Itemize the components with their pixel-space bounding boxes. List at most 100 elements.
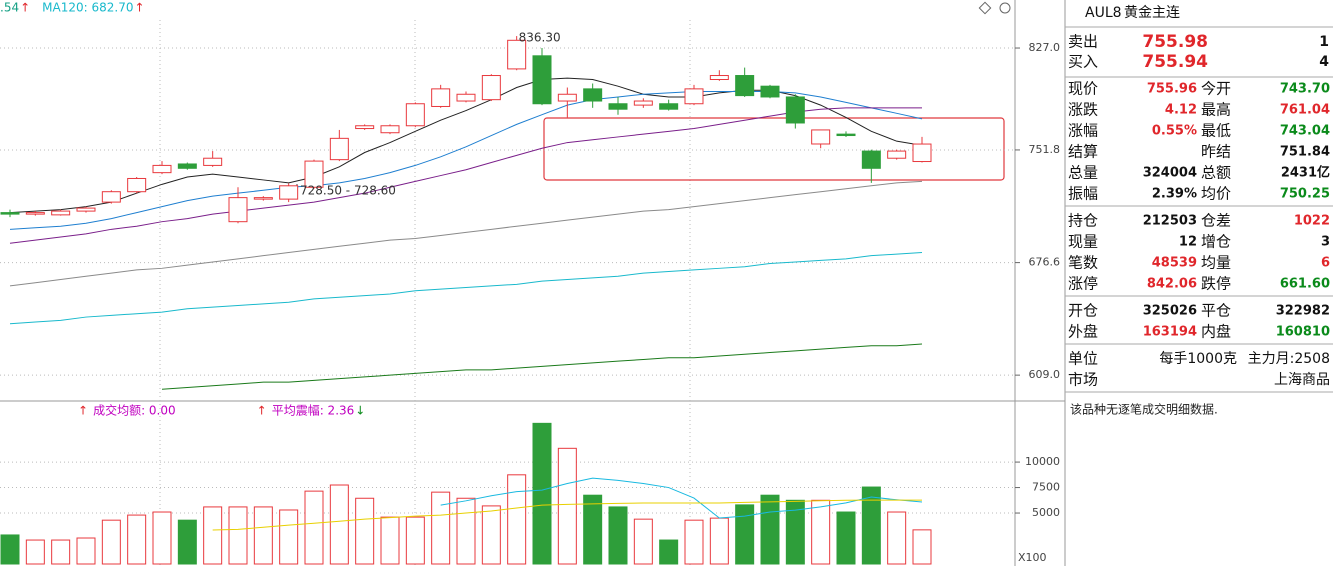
volume-bar [253, 506, 273, 565]
stat-value: 48539 [1152, 256, 1197, 271]
candle-body [329, 137, 349, 161]
stat-label: 昨结 [1201, 143, 1231, 161]
candle-body [557, 93, 577, 102]
stat-value: 2.39% [1152, 187, 1197, 202]
stat-label: 跌停 [1201, 275, 1231, 293]
stat-label: 振幅 [1068, 185, 1098, 203]
volume-bar [405, 516, 425, 565]
volume-bar [456, 497, 476, 565]
volume-bar [760, 494, 780, 565]
note: 该品种无逐笔成交明细数据. [1070, 402, 1218, 417]
volume-bar [25, 539, 45, 565]
volume-ma-line [212, 499, 922, 531]
stat-value: 751.84 [1280, 145, 1330, 160]
info-value: 每手1000克 [1159, 351, 1237, 367]
info-value: 上海商品 [1274, 372, 1330, 388]
diamond-icon[interactable] [978, 1, 992, 15]
volume-bar [659, 539, 679, 565]
y-tick-label: 676.6 [1029, 256, 1061, 269]
stat-value: 0.55% [1152, 124, 1197, 139]
stat-value: 322982 [1276, 304, 1330, 319]
candle-body [887, 150, 907, 159]
candle-body [583, 88, 603, 102]
legend-entry: 成交均额: 0.00 [93, 403, 176, 418]
order-label: 卖出 [1068, 33, 1098, 51]
stat-label: 增仓 [1201, 233, 1231, 251]
candle-body [912, 143, 932, 163]
y-tick-label: 751.8 [1029, 143, 1061, 156]
stat-value: 163194 [1143, 325, 1197, 340]
stat-value: 842.06 [1147, 277, 1197, 292]
candle-body [836, 133, 856, 137]
volume-bar [177, 519, 197, 565]
legend-arrow: ↑ [20, 1, 30, 15]
volume-bar [709, 517, 729, 565]
stat-label: 总额 [1201, 164, 1231, 182]
stat-label: 均价 [1201, 185, 1231, 203]
candle-body [51, 210, 71, 216]
legend-entry: 平均震幅: 2.36 [272, 403, 355, 418]
stat-label: 总量 [1068, 164, 1098, 182]
candle-body [203, 157, 223, 166]
stat-label: 涨停 [1068, 275, 1098, 293]
candle-body [101, 191, 121, 203]
volume-bar [304, 490, 324, 565]
candle-body [127, 177, 147, 193]
candle-body [0, 212, 20, 215]
candle-body [633, 100, 653, 106]
symbol: AUL8 [1085, 5, 1122, 21]
symbol-name: 黄金主连 [1124, 4, 1180, 21]
stat-label: 笔数 [1068, 254, 1098, 272]
volume-bar [101, 519, 121, 565]
stat-value: 4.12 [1165, 103, 1197, 118]
volume-bar [380, 516, 400, 565]
candle-body [532, 55, 552, 105]
stat-value: 324004 [1143, 166, 1197, 181]
stat-label: 现量 [1068, 233, 1098, 251]
volume-bar [228, 506, 248, 565]
volume-bar [0, 534, 20, 565]
volume-bar [152, 511, 172, 565]
stat-value: 212503 [1143, 214, 1197, 229]
candle-body [152, 164, 172, 174]
annotation: 836.30 [519, 31, 561, 45]
candle-body [684, 88, 704, 105]
legend-arrow: ↑ [134, 1, 144, 15]
volume-bar [76, 537, 96, 565]
legend-entry: .54 [0, 1, 19, 15]
volume-bar [481, 505, 501, 565]
stat-value: 6 [1321, 256, 1330, 271]
stat-label: 现价 [1068, 80, 1098, 98]
volume-bar [557, 447, 577, 565]
legend-arrow: ↓ [355, 404, 365, 418]
candle-body [481, 75, 501, 101]
order-label: 买入 [1068, 53, 1098, 71]
y-unit-label: X100 [1018, 551, 1047, 564]
volume-bar [355, 497, 375, 565]
ma-line [9, 252, 923, 325]
stat-label: 最低 [1201, 122, 1231, 140]
candle-body [811, 129, 831, 145]
circle-icon[interactable] [999, 2, 1011, 14]
ma-line [9, 107, 922, 244]
legend-arrow: ↑ [257, 404, 267, 418]
volume-bar [127, 514, 147, 565]
stat-label: 涨幅 [1068, 122, 1098, 140]
candle-body [456, 93, 476, 102]
order-price: 755.98 [1142, 32, 1208, 52]
stat-label: 最高 [1201, 101, 1231, 119]
y-tick-label: 5000 [1032, 506, 1060, 519]
stat-value: 743.04 [1280, 124, 1330, 139]
stat-value: 325026 [1143, 304, 1197, 319]
stat-value: 661.60 [1280, 277, 1330, 292]
stat-value: 743.70 [1280, 82, 1330, 97]
order-qty: 4 [1319, 54, 1329, 70]
legend-arrow: ↑ [78, 404, 88, 418]
stat-value: 2431亿 [1281, 165, 1330, 181]
candle-body [279, 185, 299, 200]
y-tick-label: 10000 [1025, 455, 1060, 468]
volume-bar [811, 499, 831, 565]
info-label: 单位 [1068, 350, 1098, 368]
info-value: 主力月:2508 [1248, 351, 1330, 367]
